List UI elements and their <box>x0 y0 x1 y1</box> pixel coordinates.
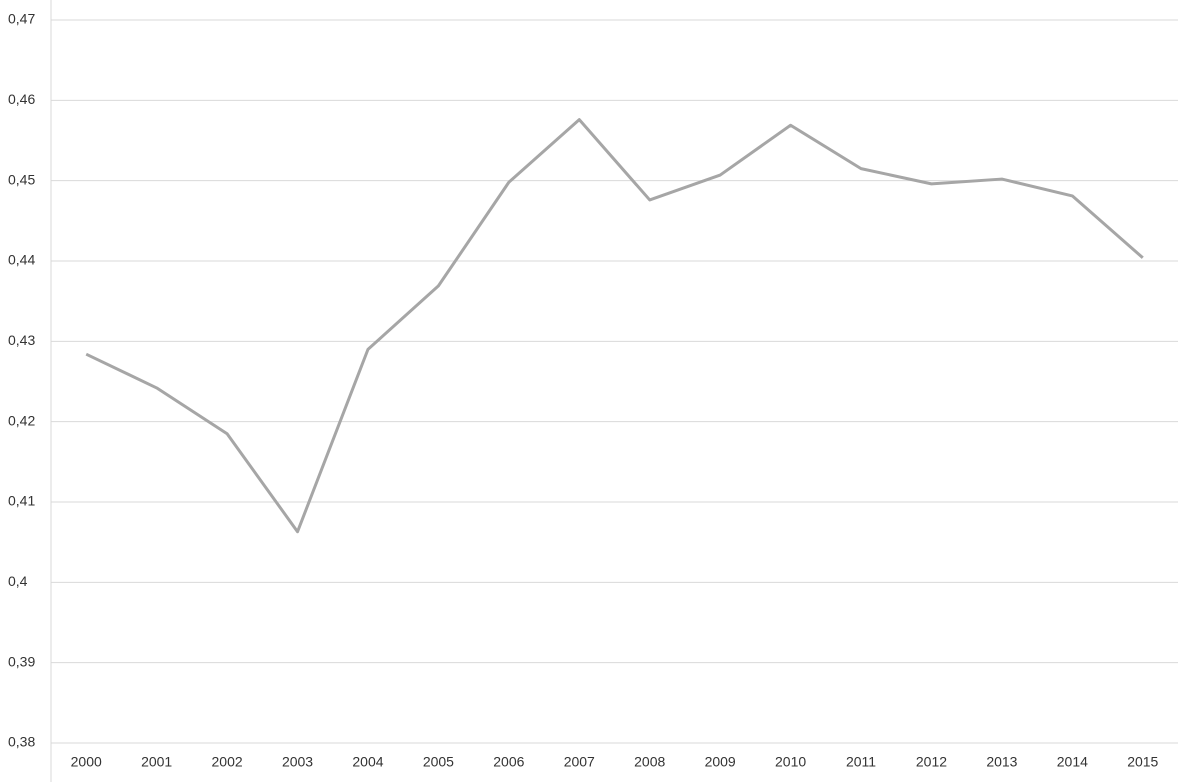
y-tick-label: 0,47 <box>8 11 35 27</box>
y-tick-label: 0,39 <box>8 653 35 669</box>
y-tick-label: 0,44 <box>8 252 35 268</box>
data-line <box>85 118 1144 534</box>
x-tick-label: 2004 <box>352 754 383 770</box>
y-tick-label: 0,38 <box>8 734 35 750</box>
x-tick-label: 2003 <box>282 754 313 770</box>
x-tick-label: 2010 <box>775 754 806 770</box>
x-tick-label: 2014 <box>1057 754 1088 770</box>
y-tick-label: 0,4 <box>8 573 28 589</box>
x-tick-label: 2011 <box>846 754 876 770</box>
x-tick-label: 2015 <box>1127 754 1158 770</box>
x-tick-label: 2002 <box>212 754 243 770</box>
x-tick-label: 2012 <box>916 754 947 770</box>
x-tick-label: 2006 <box>493 754 524 770</box>
x-tick-label: 2013 <box>986 754 1017 770</box>
y-tick-label: 0,45 <box>8 171 35 187</box>
x-tick-label: 2007 <box>564 754 595 770</box>
y-tick-label: 0,41 <box>8 493 35 509</box>
x-tick-label: 2009 <box>705 754 736 770</box>
x-tick-label: 2000 <box>71 754 102 770</box>
x-tick-label: 2001 <box>141 754 172 770</box>
y-tick-label: 0,43 <box>8 332 35 348</box>
x-tick-label: 2008 <box>634 754 665 770</box>
y-tick-label: 0,46 <box>8 91 35 107</box>
y-tick-label: 0,42 <box>8 412 35 428</box>
x-tick-label: 2005 <box>423 754 454 770</box>
